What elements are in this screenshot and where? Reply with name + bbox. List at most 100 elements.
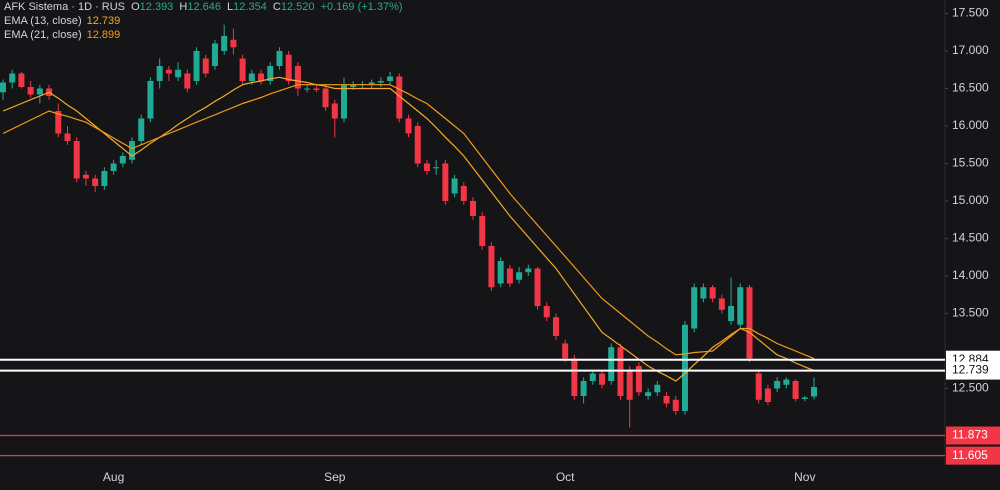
ema-line xyxy=(2,76,815,382)
legend-entry: EMA (21, close) 12.899 xyxy=(4,29,120,41)
candle-body xyxy=(184,73,191,89)
candle-body xyxy=(36,88,43,95)
candle-body xyxy=(700,287,707,299)
candle-body xyxy=(129,141,136,160)
candle-body xyxy=(645,392,652,396)
price-tag xyxy=(946,446,1000,465)
price-tag-label: 11.605 xyxy=(952,448,988,462)
x-tick-label: Sep xyxy=(324,470,346,484)
candle-body xyxy=(156,66,163,81)
candle-body xyxy=(801,397,808,399)
y-tick-label: 14.500 xyxy=(952,231,989,245)
candle-body xyxy=(285,54,292,81)
candle-body xyxy=(737,287,744,325)
ohlc-label: H xyxy=(179,1,187,13)
price-tag-label: 12.739 xyxy=(952,363,989,377)
candle-body xyxy=(377,81,384,83)
candle-body xyxy=(350,84,357,87)
ohlc-value: 12.393 xyxy=(140,1,174,13)
legend-name: EMA (21, close) xyxy=(4,29,82,41)
price-tag-label: 11.873 xyxy=(952,428,988,442)
candle-body xyxy=(571,358,578,396)
y-tick-label: 14.000 xyxy=(952,268,989,282)
candle-body xyxy=(230,39,237,48)
candle-body xyxy=(92,178,99,186)
ohlc-value: 12.646 xyxy=(187,1,221,13)
candle-body xyxy=(423,163,430,171)
symbol: AFK Sistema · 1D · RUS xyxy=(4,1,125,13)
candle-body xyxy=(9,73,16,83)
candle-body xyxy=(497,261,504,284)
candle-body xyxy=(193,51,200,81)
price-tag xyxy=(946,426,1000,445)
y-tick-label: 16.000 xyxy=(952,118,989,132)
candle-body xyxy=(543,306,550,318)
candle-body xyxy=(340,84,347,119)
candle-body xyxy=(506,268,513,284)
ohlc-value: 12.354 xyxy=(233,1,267,13)
change: +0.169 (+1.37%) xyxy=(321,1,403,13)
y-tick-label: 15.500 xyxy=(952,156,989,170)
candle-body xyxy=(635,366,642,393)
candle-body xyxy=(792,381,799,399)
candle-body xyxy=(755,373,762,400)
candle-body xyxy=(165,69,172,74)
candle-body xyxy=(405,118,412,134)
candle-body xyxy=(433,167,440,169)
candle-body xyxy=(654,384,661,393)
candle-body xyxy=(147,81,154,119)
candle-body xyxy=(681,324,688,411)
candle-body xyxy=(313,88,320,90)
candle-body xyxy=(55,111,62,134)
y-tick-label: 13.500 xyxy=(952,306,989,320)
candle-body xyxy=(479,216,486,246)
header: AFK Sistema · 1D · RUS O12.393 H12.646 L… xyxy=(4,1,403,13)
candle-body xyxy=(470,201,477,216)
x-tick-label: Oct xyxy=(556,470,575,484)
y-tick-label: 17.500 xyxy=(952,6,989,20)
candle-body xyxy=(368,82,375,84)
legend-name: EMA (13, close) xyxy=(4,15,82,27)
candle-body xyxy=(608,347,615,381)
ema-line xyxy=(2,84,815,360)
x-tick-label: Nov xyxy=(794,470,815,484)
candle-body xyxy=(396,76,403,119)
candle-body xyxy=(460,186,467,201)
candle-body xyxy=(764,388,771,402)
candle-body xyxy=(239,58,246,81)
candle-body xyxy=(387,76,394,81)
candle-body xyxy=(211,43,218,66)
candle-body xyxy=(202,58,209,74)
candle-body xyxy=(589,373,596,381)
candle-body xyxy=(82,174,89,179)
candle-body xyxy=(267,66,274,81)
ohlc-label: L xyxy=(227,1,233,13)
candle-body xyxy=(783,379,790,385)
candle-body xyxy=(248,73,255,81)
candle-body xyxy=(672,399,679,411)
candle-body xyxy=(451,178,458,194)
legend-value: 12.739 xyxy=(87,15,121,27)
legend-row: AFK Sistema · 1D · RUS O12.393 H12.646 L… xyxy=(4,1,403,13)
candle-body xyxy=(617,347,624,396)
candle-body xyxy=(552,317,559,336)
candle-body xyxy=(0,82,6,93)
candle-body xyxy=(728,306,735,321)
candle-body xyxy=(64,133,71,141)
candle-body xyxy=(276,51,283,66)
candle-body xyxy=(101,171,108,186)
legend-value: 12.899 xyxy=(87,29,121,41)
candle-body xyxy=(599,373,606,385)
ohlc-label: O xyxy=(131,1,140,13)
candle-body xyxy=(562,343,569,359)
candle-body xyxy=(27,87,34,95)
candle-body xyxy=(110,163,117,171)
candle-body xyxy=(691,287,698,329)
candle-body xyxy=(18,73,25,87)
candle-body xyxy=(304,88,311,90)
candle-body xyxy=(322,88,329,108)
y-tick-label: 12.500 xyxy=(952,381,989,395)
candle-body xyxy=(534,268,541,306)
candle-body xyxy=(774,381,781,389)
